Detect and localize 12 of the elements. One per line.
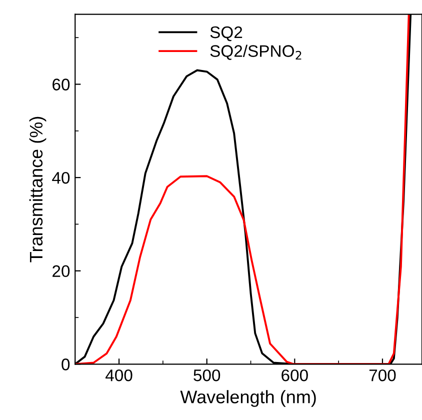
x-tick-label: 700	[369, 369, 396, 382]
legend-label: SQ2/SPNO$_{2}$	[210, 44, 302, 60]
x-tick-label: 500	[194, 369, 220, 382]
y-tick-label: 0	[62, 358, 70, 370]
legend-label: SQ2	[210, 26, 242, 42]
y-axis-title: Transmittance (%)	[29, 116, 46, 262]
x-tick-label: 400	[106, 369, 132, 382]
x-axis-title: Wavelength (nm)	[180, 390, 316, 407]
y-tick-label: 20	[52, 265, 70, 278]
y-tick-label: 40	[52, 172, 70, 184]
y-tick-label: 60	[52, 78, 70, 90]
x-tick-label: 600	[282, 369, 308, 382]
